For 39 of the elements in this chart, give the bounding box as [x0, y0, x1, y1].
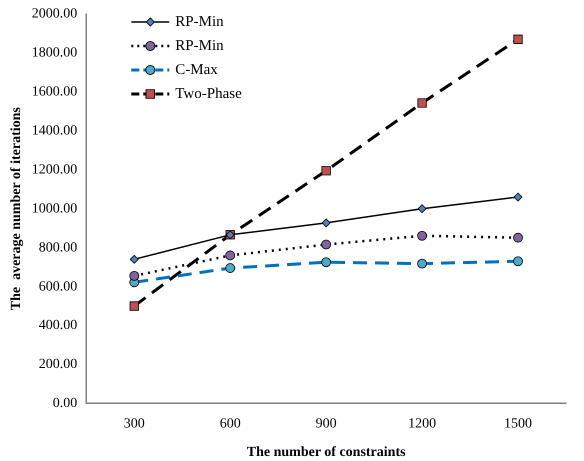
point	[225, 250, 236, 260]
x-tick-label: 300	[124, 416, 145, 432]
point	[129, 270, 140, 281]
y-tick-label: 1200.00	[32, 162, 78, 178]
point	[322, 218, 331, 228]
x-tick-label: 900	[316, 416, 337, 432]
point	[417, 230, 427, 241]
point	[130, 254, 139, 264]
x-tick-label: 600	[220, 416, 241, 432]
legend-label: Two-Phase	[175, 86, 242, 102]
x-tick-label: 1200	[408, 416, 436, 432]
y-tick-label: 2000.00	[32, 6, 78, 22]
y-tick-label: 1600.00	[32, 84, 78, 100]
y-tick-label: 800.00	[38, 240, 78, 256]
point	[417, 98, 427, 108]
legend-label: RP-Min	[175, 38, 224, 54]
point	[130, 301, 139, 311]
x-axis-title: The number of constraints	[246, 445, 406, 460]
point	[514, 192, 522, 202]
point	[322, 166, 331, 176]
point	[513, 34, 523, 44]
y-tick-label: 1400.00	[32, 123, 78, 138]
point	[417, 258, 427, 269]
y-tick-label: 400.00	[38, 318, 78, 334]
point	[321, 240, 332, 250]
point	[225, 263, 236, 273]
y-tick-label: 200.00	[38, 357, 78, 372]
y-tick-label: 600.00	[38, 279, 78, 294]
point	[321, 257, 332, 268]
point	[513, 256, 523, 266]
y-tick-label: 1800.00	[32, 46, 78, 61]
point	[513, 232, 523, 243]
legend-label: C-Max	[175, 62, 218, 78]
point	[418, 204, 426, 214]
x-tick-label: 1500	[504, 416, 532, 432]
y-tick-label: 0.00	[52, 396, 78, 412]
y-tick-label: 1000.00	[32, 201, 78, 216]
legend-label: RP-Min	[175, 14, 224, 30]
y-axis-title: The average number of iterations	[9, 106, 24, 310]
